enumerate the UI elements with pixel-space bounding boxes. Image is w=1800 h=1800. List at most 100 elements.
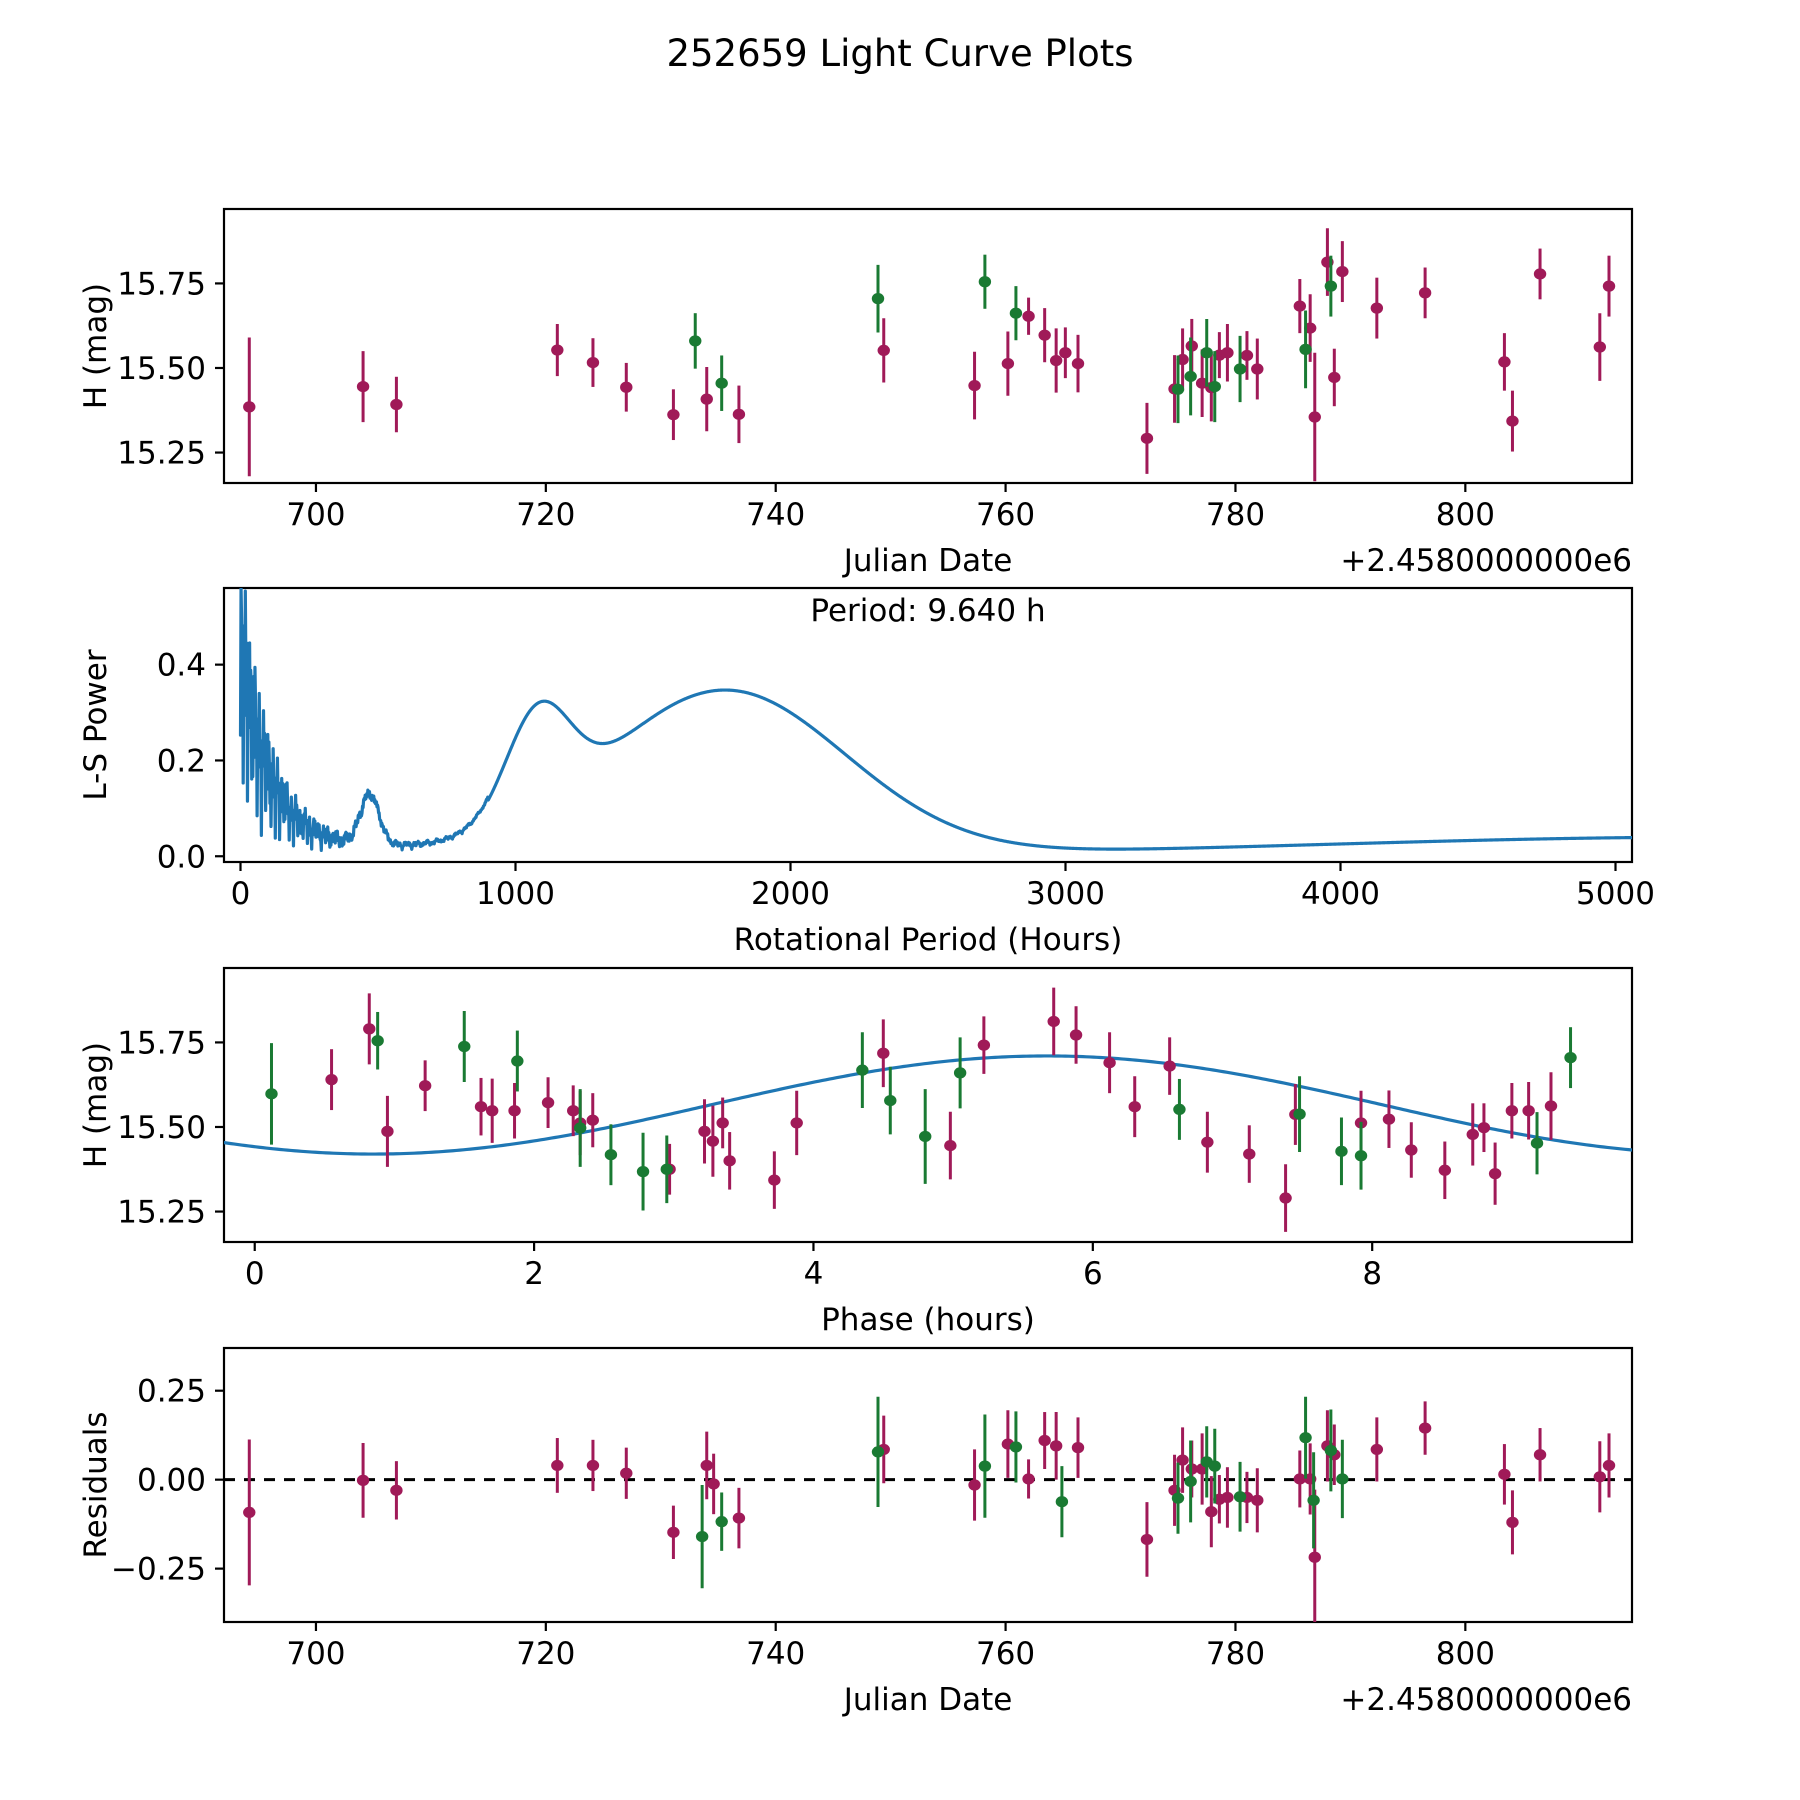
data-point	[1140, 432, 1154, 444]
data-point	[1477, 1122, 1491, 1134]
data-point	[1038, 1434, 1051, 1447]
data-point	[1071, 1442, 1085, 1454]
data-point	[1251, 363, 1264, 375]
data-point	[586, 1114, 599, 1126]
data-point	[700, 393, 713, 405]
data-point	[356, 380, 370, 393]
x-tick-label-lightcurve-4: 780	[1206, 497, 1265, 533]
data-point	[1505, 1105, 1519, 1117]
data-point	[1530, 1137, 1544, 1149]
data-point	[1200, 347, 1213, 359]
data-point	[1293, 1473, 1307, 1485]
data-point	[1208, 380, 1221, 393]
data-point	[1335, 1145, 1348, 1157]
data-point	[1370, 302, 1384, 314]
data-point	[390, 398, 403, 411]
panel-periodogram: 0 1000 2000 3000 4000 5000 0.0 0.2 0.4 Rotational…	[78, 586, 1655, 958]
y-axis-label-residuals: Residuals	[78, 1411, 114, 1558]
data-point	[700, 1459, 713, 1472]
data-point	[790, 1117, 803, 1129]
x-axis-label-lightcurve: Julian Date	[842, 543, 1013, 579]
data-point	[768, 1174, 781, 1186]
x-tick-label-periodogram-0: 0	[231, 876, 251, 912]
y-tick-label-residuals-1: 0.00	[137, 1463, 206, 1499]
y-tick-label-phasefold-0: 15.25	[117, 1195, 206, 1231]
data-point	[1308, 411, 1321, 423]
x-tick-label-lightcurve-0: 700	[286, 497, 345, 533]
data-point	[1208, 1460, 1221, 1472]
data-point	[1163, 1060, 1176, 1072]
data-point	[1059, 347, 1072, 359]
series-series_b-lightcurve	[689, 254, 1338, 424]
x-tick-label-residuals-2: 740	[746, 1636, 805, 1672]
data-point	[1279, 1192, 1292, 1204]
y-tick-label-periodogram-2: 0.4	[157, 648, 206, 684]
plot-frame-lightcurve	[222, 207, 1634, 485]
data-point	[707, 1478, 720, 1490]
data-point	[877, 1047, 890, 1059]
data-point	[1103, 1057, 1116, 1069]
x-tick-label-lightcurve-3: 760	[976, 497, 1035, 533]
data-point	[715, 377, 728, 389]
data-point	[1243, 1148, 1256, 1160]
data-point	[953, 1067, 967, 1079]
y-tick-label-periodogram-1: 0.2	[157, 743, 206, 779]
data-point	[1022, 1473, 1035, 1485]
data-point	[485, 1105, 499, 1117]
plot-area-phasefold	[224, 987, 1632, 1232]
y-tick-label-phasefold-1: 15.50	[117, 1110, 206, 1146]
x-axis-label-phasefold: Phase (hours)	[821, 1302, 1035, 1338]
data-point	[1418, 1422, 1432, 1434]
x-tick-label-residuals-1: 720	[516, 1636, 575, 1672]
y-tick-label-phasefold-2: 15.75	[117, 1025, 206, 1061]
x-tick-label-phasefold-2: 4	[804, 1256, 824, 1292]
data-point	[1307, 1494, 1320, 1506]
y-tick-label-lightcurve-2: 15.75	[117, 266, 206, 302]
x-tick-label-periodogram-1: 1000	[476, 876, 555, 912]
data-point	[1299, 343, 1312, 355]
data-point	[1488, 1168, 1502, 1180]
data-point	[1498, 356, 1511, 368]
model-fit-curve	[224, 1054, 1632, 1156]
data-point	[1299, 1432, 1312, 1444]
data-point	[695, 1530, 709, 1543]
data-point	[1506, 415, 1519, 427]
y-tick-label-lightcurve-0: 15.25	[117, 436, 206, 472]
data-point	[1405, 1144, 1418, 1156]
series-series_b-residuals	[695, 1396, 1349, 1589]
data-point	[698, 1125, 711, 1137]
data-point	[732, 1512, 746, 1524]
data-point	[919, 1130, 932, 1143]
data-point	[1293, 1108, 1306, 1120]
data-point	[1055, 1496, 1069, 1508]
data-point	[1233, 1491, 1247, 1503]
data-point	[1324, 1444, 1338, 1457]
data-point	[381, 1125, 394, 1137]
data-point	[371, 1035, 384, 1047]
data-point	[978, 276, 992, 288]
data-point	[944, 1139, 957, 1152]
data-point	[1418, 287, 1432, 299]
data-point	[1173, 1103, 1186, 1115]
data-point	[1221, 1491, 1234, 1504]
y-tick-label-lightcurve-1: 15.50	[117, 351, 206, 387]
data-point	[604, 1149, 618, 1161]
data-point	[1233, 363, 1247, 375]
data-point	[541, 1097, 555, 1109]
data-point	[1466, 1128, 1479, 1141]
data-point	[723, 1155, 736, 1167]
data-point	[1171, 383, 1185, 395]
data-point	[968, 379, 981, 392]
plot-area-periodogram	[238, 588, 1632, 853]
x-offset-label-lightcurve: +2.4580000000e6	[1340, 543, 1632, 579]
data-point	[511, 1055, 524, 1067]
data-point	[356, 1474, 370, 1486]
data-point	[1240, 349, 1254, 362]
data-point	[508, 1105, 521, 1117]
plot-frame-phasefold	[222, 966, 1634, 1244]
data-point	[716, 1117, 729, 1129]
y-tick-label-residuals-0: −0.25	[111, 1552, 206, 1588]
data-point	[877, 344, 890, 356]
data-point	[1201, 1136, 1214, 1148]
